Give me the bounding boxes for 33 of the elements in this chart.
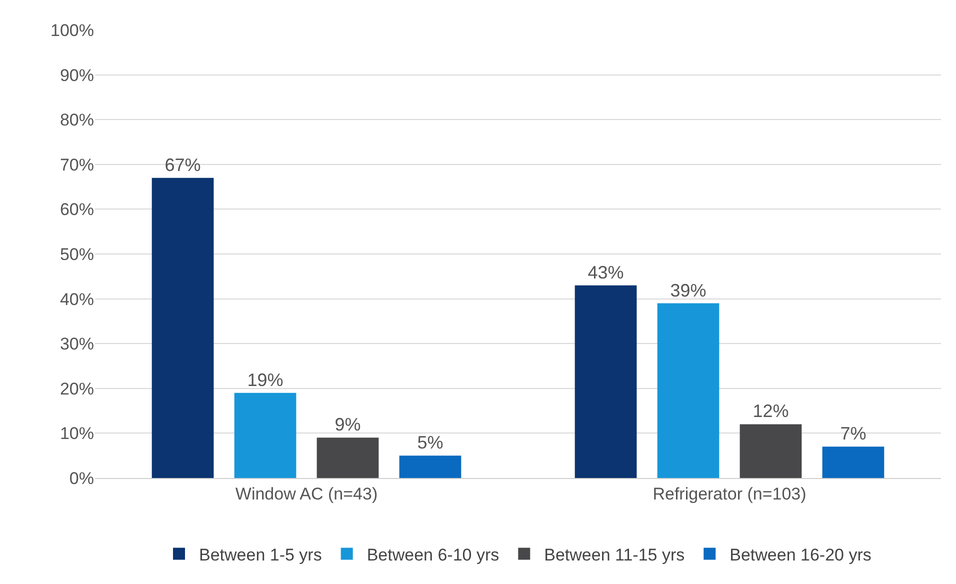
y-tick-label: 30% xyxy=(60,334,94,354)
data-label: 39% xyxy=(670,280,706,300)
y-tick-label: 60% xyxy=(60,200,94,220)
x-tick-label: Window AC (n=43) xyxy=(235,484,378,504)
data-label: 43% xyxy=(588,262,624,282)
bar xyxy=(399,456,462,478)
data-label: 12% xyxy=(752,401,789,422)
y-tick-label: 80% xyxy=(60,110,94,130)
legend-label: Between 6-10 yrs xyxy=(366,545,500,564)
bar xyxy=(740,424,802,478)
y-tick-label: 10% xyxy=(60,424,94,444)
y-tick-label: 90% xyxy=(60,66,94,85)
legend-label: Between 16-20 yrs xyxy=(730,545,872,564)
bar xyxy=(822,446,884,478)
y-tick-label: 50% xyxy=(60,244,94,264)
bar xyxy=(152,178,214,478)
data-label: 5% xyxy=(417,432,444,453)
y-tick-label: 70% xyxy=(60,155,94,174)
legend-label: Between 11-15 yrs xyxy=(544,545,685,564)
bar xyxy=(657,303,720,478)
x-tick-label: Refrigerator (n=103) xyxy=(652,484,806,504)
bar xyxy=(234,392,296,478)
data-label: 19% xyxy=(247,370,284,390)
bar xyxy=(574,285,637,478)
data-label: 9% xyxy=(334,414,361,435)
y-tick-label: 40% xyxy=(60,290,94,309)
legend-label: Between 1-5 yrs xyxy=(199,545,322,564)
y-tick-label: 100% xyxy=(50,20,94,40)
y-tick-label: 20% xyxy=(60,379,94,398)
data-label: 7% xyxy=(840,424,866,444)
data-label: 67% xyxy=(164,154,201,175)
bar xyxy=(316,438,379,478)
y-tick-label: 0% xyxy=(69,468,94,488)
